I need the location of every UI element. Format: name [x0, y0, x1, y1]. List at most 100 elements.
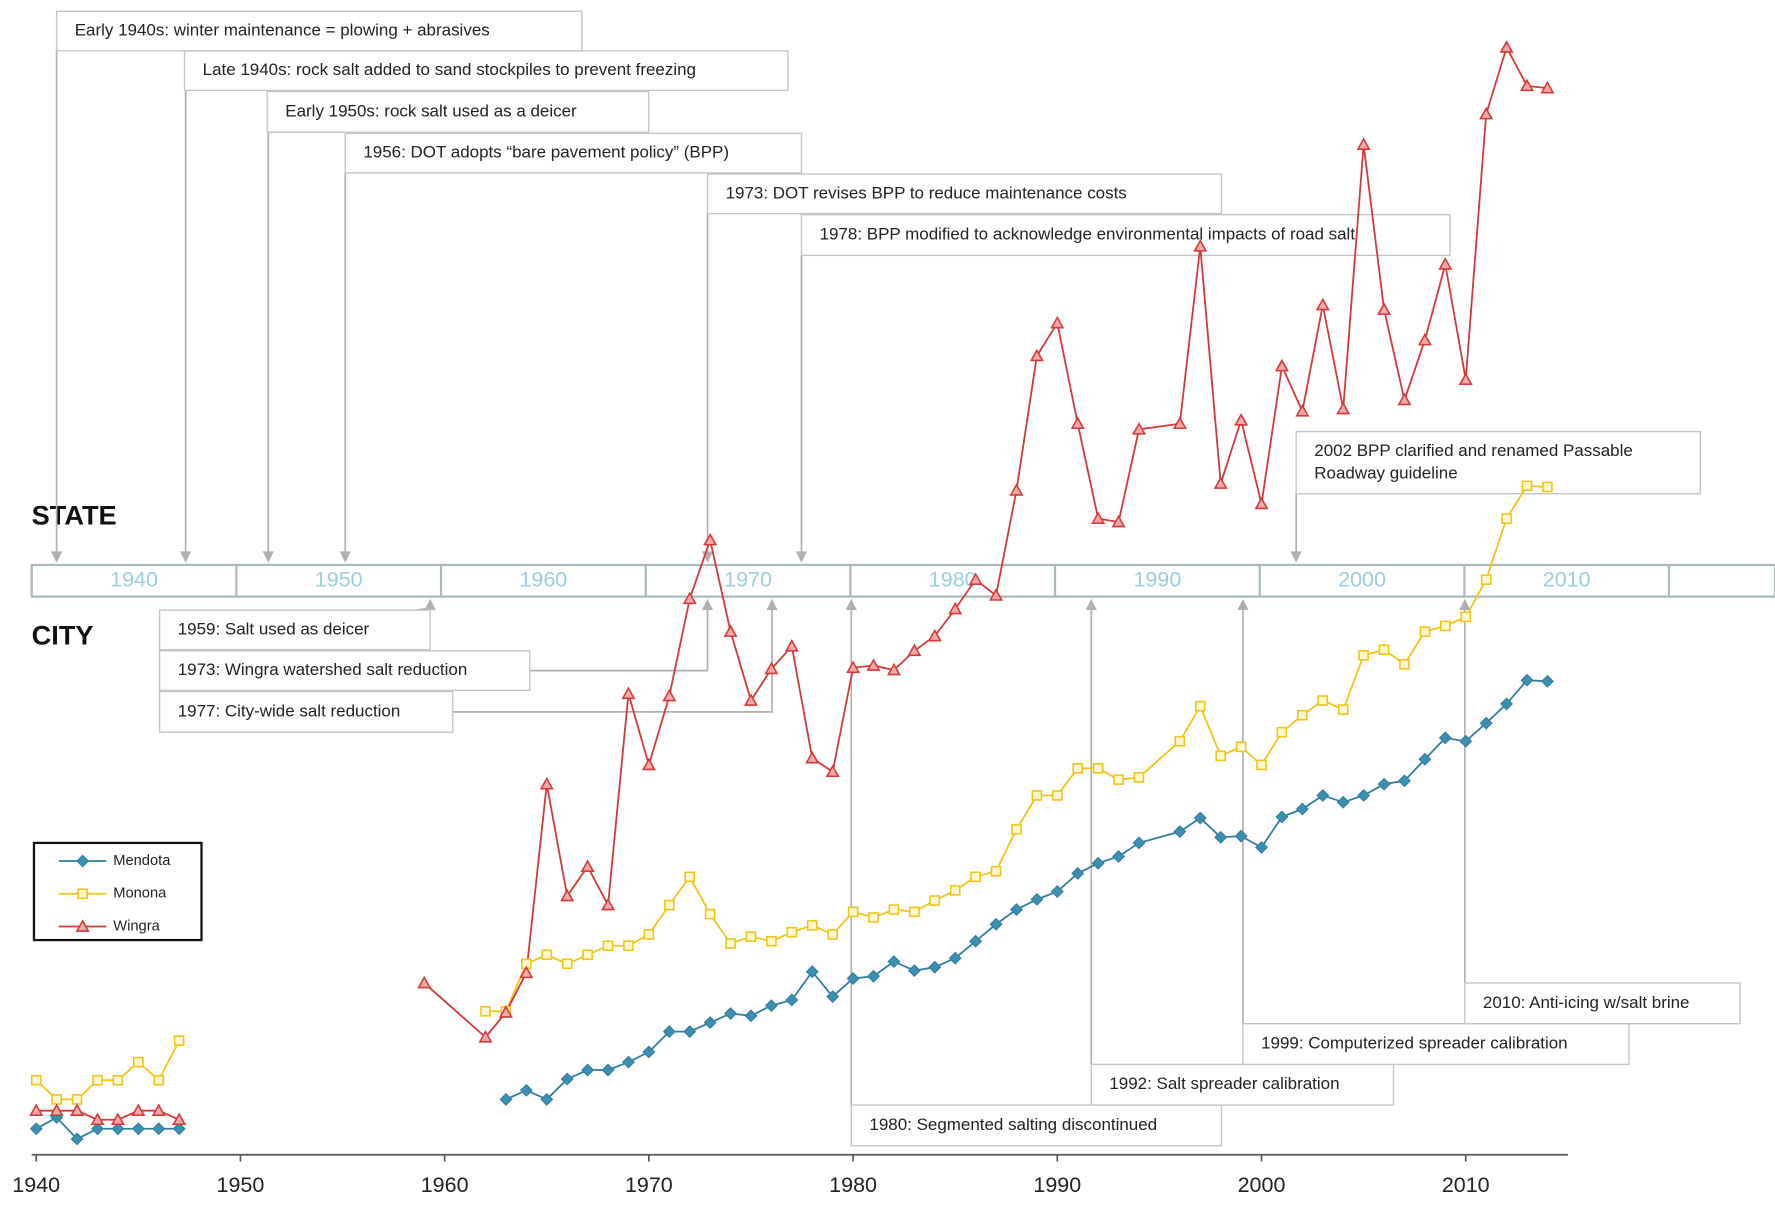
point — [1315, 297, 1330, 311]
point — [112, 1074, 124, 1086]
point — [1113, 774, 1124, 785]
point — [643, 929, 655, 940]
point — [744, 1009, 758, 1023]
annotation-box — [158, 609, 431, 651]
point — [1030, 892, 1044, 906]
annotation-connector — [452, 607, 773, 713]
point — [888, 904, 900, 915]
point — [91, 1122, 104, 1136]
point — [560, 888, 575, 902]
point — [805, 750, 820, 764]
point — [1337, 704, 1349, 715]
x-tick-label: 2000 — [1238, 1173, 1286, 1197]
annotation-box — [183, 50, 789, 92]
timeline-decade: 1950 — [315, 567, 363, 591]
point — [1009, 483, 1024, 496]
annotation-arrowhead — [701, 598, 714, 611]
point — [927, 628, 942, 642]
annotation-text: 1978: BPP modified to acknowledge enviro… — [820, 225, 1356, 244]
point — [703, 532, 718, 546]
annotation-arrowhead — [1085, 598, 1097, 611]
x-tick-label: 1990 — [1033, 1173, 1081, 1197]
annotation-text: 1992: Salt spreader calibration — [1109, 1074, 1339, 1093]
annotation-arrowhead — [1290, 551, 1302, 563]
legend-box — [32, 841, 203, 942]
point — [766, 935, 777, 947]
point — [825, 764, 840, 778]
annotation-arrowhead — [1459, 598, 1471, 611]
point — [541, 949, 553, 961]
point — [949, 885, 961, 896]
point — [1399, 659, 1410, 670]
point — [928, 960, 942, 974]
annotation-arrowhead — [795, 551, 808, 563]
point — [1398, 774, 1411, 788]
point — [70, 1132, 84, 1146]
annotation-box — [850, 1104, 1223, 1147]
annotation-text: 1959: Salt used as deicer — [178, 619, 370, 638]
point — [929, 895, 941, 906]
annotation-arrowhead — [845, 598, 857, 611]
point — [1520, 673, 1534, 687]
x-tick-label: 2010 — [1442, 1173, 1490, 1197]
annotation-box — [158, 690, 454, 733]
point — [1275, 810, 1289, 824]
point — [1111, 514, 1126, 528]
point — [1276, 726, 1288, 738]
point — [662, 1025, 676, 1039]
annotation-text: Roadway guideline — [1314, 463, 1457, 482]
point — [1132, 836, 1146, 850]
point — [499, 1092, 513, 1106]
point — [1172, 416, 1187, 430]
point — [1009, 903, 1023, 917]
point — [131, 1122, 145, 1136]
point — [1050, 315, 1065, 329]
point — [1458, 372, 1473, 385]
point — [560, 1072, 574, 1086]
point — [1092, 763, 1104, 774]
point — [92, 1074, 103, 1086]
point — [1358, 650, 1369, 661]
point — [662, 688, 677, 702]
city-label: CITY — [32, 619, 94, 650]
point — [1295, 404, 1310, 417]
point — [866, 658, 881, 671]
point — [478, 1029, 493, 1043]
legend: Mendota Monona Wingra — [32, 841, 203, 942]
point — [805, 965, 819, 979]
legend-label: Monona — [113, 886, 167, 902]
annotation-text: 1980: Segmented salting discontinued — [869, 1115, 1157, 1134]
point — [1112, 850, 1126, 863]
legend-marker — [77, 888, 88, 900]
timeline-decade: 1970 — [724, 567, 772, 591]
point — [172, 1122, 186, 1136]
point — [49, 1103, 64, 1117]
point — [601, 897, 616, 911]
point — [1357, 789, 1371, 802]
point — [990, 865, 1002, 877]
point — [1193, 239, 1208, 252]
point — [623, 940, 634, 952]
point — [1540, 674, 1554, 688]
point — [1255, 840, 1268, 854]
point — [1542, 481, 1553, 493]
annotation-text: Early 1940s: winter maintenance = plowin… — [75, 21, 490, 40]
legend-marker — [75, 919, 90, 932]
point — [1479, 716, 1493, 730]
point — [1540, 80, 1555, 94]
point — [682, 591, 697, 605]
annotation-arrowhead — [424, 598, 436, 611]
point — [1316, 789, 1330, 802]
point — [989, 588, 1004, 601]
point — [989, 917, 1003, 931]
annotation-text: Late 1940s: rock salt added to sand stoc… — [203, 60, 696, 79]
annotation-arrowhead — [262, 551, 274, 563]
point — [827, 929, 838, 940]
point — [1214, 830, 1228, 844]
annotation-text: 2002 BPP clarified and renamed Passable — [1314, 441, 1633, 460]
point — [29, 1103, 44, 1117]
state-label: STATE — [32, 500, 117, 531]
timeline-decade: 2000 — [1338, 567, 1386, 591]
point — [785, 993, 799, 1007]
point — [1378, 644, 1390, 656]
